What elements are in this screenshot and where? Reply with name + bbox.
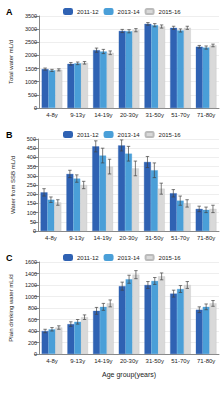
svg-text:350: 350: [27, 164, 36, 170]
svg-text:9-13y: 9-13y: [70, 112, 85, 118]
svg-text:600: 600: [28, 317, 37, 323]
svg-text:31-50y: 31-50y: [146, 358, 164, 364]
svg-text:51-70y: 51-70y: [171, 235, 189, 241]
svg-text:2013-14: 2013-14: [118, 255, 141, 261]
svg-text:1200: 1200: [25, 282, 37, 288]
svg-text:4-8y: 4-8y: [46, 112, 58, 118]
svg-text:71-80y: 71-80y: [197, 358, 215, 364]
svg-text:3000: 3000: [25, 26, 37, 32]
svg-text:2011-12: 2011-12: [77, 255, 99, 261]
svg-text:150: 150: [27, 200, 36, 206]
svg-text:2013-14: 2013-14: [118, 132, 141, 138]
svg-text:1600: 1600: [25, 259, 37, 265]
svg-text:400: 400: [27, 154, 36, 160]
svg-text:Water from SSB mL/d: Water from SSB mL/d: [10, 156, 16, 214]
svg-text:300: 300: [27, 173, 36, 179]
svg-text:51-70y: 51-70y: [171, 112, 189, 118]
svg-text:400: 400: [28, 328, 37, 334]
svg-text:14-19y: 14-19y: [94, 112, 112, 118]
svg-text:14-19y: 14-19y: [93, 235, 111, 241]
svg-text:1000: 1000: [25, 294, 37, 300]
svg-text:Plain drinking water mL/d: Plain drinking water mL/d: [8, 274, 14, 341]
svg-text:500: 500: [27, 136, 36, 142]
svg-text:1400: 1400: [25, 271, 37, 277]
svg-text:B: B: [6, 130, 13, 140]
svg-text:1500: 1500: [25, 66, 37, 72]
svg-text:450: 450: [27, 145, 36, 151]
svg-text:51-70y: 51-70y: [171, 358, 189, 364]
svg-text:Total water mL/d: Total water mL/d: [8, 40, 14, 84]
svg-text:4-8y: 4-8y: [45, 235, 57, 241]
svg-text:20-30y: 20-30y: [120, 358, 138, 364]
svg-text:1000: 1000: [25, 79, 37, 85]
svg-text:9-13y: 9-13y: [70, 358, 85, 364]
svg-text:2500: 2500: [25, 39, 37, 45]
svg-text:14-19y: 14-19y: [94, 358, 112, 364]
svg-text:A: A: [6, 7, 13, 17]
svg-text:2015-16: 2015-16: [159, 132, 182, 138]
svg-text:31-50y: 31-50y: [145, 235, 163, 241]
svg-text:C: C: [6, 253, 13, 263]
svg-text:2000: 2000: [25, 52, 37, 58]
svg-text:71-80y: 71-80y: [197, 235, 215, 241]
svg-text:500: 500: [28, 92, 37, 98]
svg-text:20-30y: 20-30y: [120, 112, 138, 118]
svg-text:71-80y: 71-80y: [197, 112, 215, 118]
svg-text:Age group(years): Age group(years): [102, 371, 156, 379]
svg-text:800: 800: [28, 305, 37, 311]
svg-text:4-8y: 4-8y: [46, 358, 58, 364]
svg-text:2015-16: 2015-16: [159, 255, 182, 261]
svg-text:2013-14: 2013-14: [118, 9, 141, 15]
svg-text:0: 0: [34, 351, 37, 357]
svg-text:200: 200: [27, 191, 36, 197]
svg-text:31-50y: 31-50y: [146, 112, 164, 118]
svg-text:0: 0: [34, 105, 37, 111]
svg-text:100: 100: [27, 210, 36, 216]
svg-text:3500: 3500: [25, 13, 37, 19]
svg-text:2011-12: 2011-12: [77, 132, 99, 138]
svg-text:2015-16: 2015-16: [159, 9, 182, 15]
svg-text:20-30y: 20-30y: [119, 235, 137, 241]
svg-text:50: 50: [30, 219, 36, 225]
svg-text:9-13y: 9-13y: [69, 235, 84, 241]
svg-text:0: 0: [33, 228, 36, 234]
svg-text:250: 250: [27, 182, 36, 188]
svg-text:200: 200: [28, 340, 37, 346]
svg-text:2011-12: 2011-12: [77, 9, 99, 15]
